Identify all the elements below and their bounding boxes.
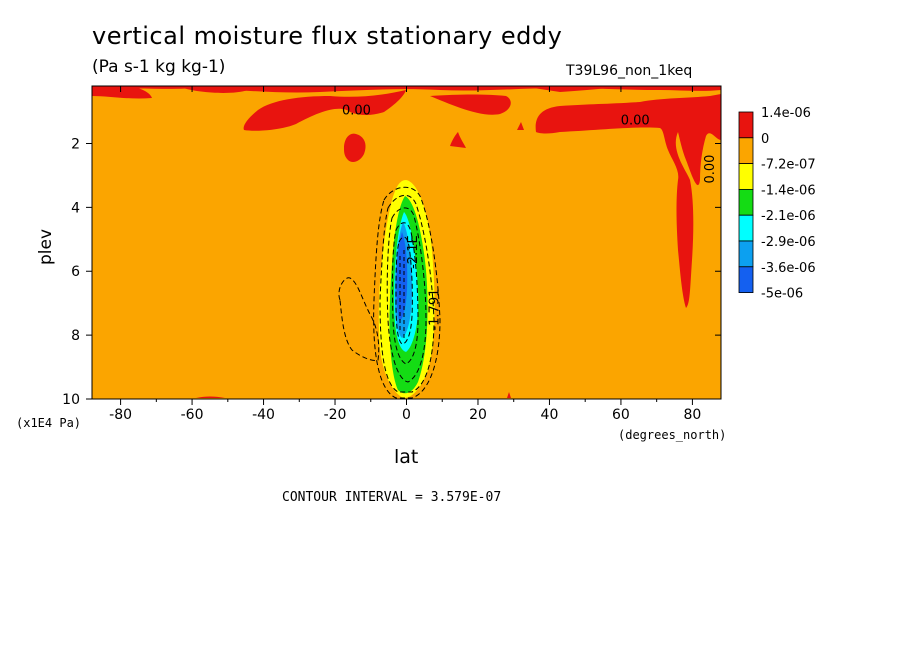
contour-interval: CONTOUR INTERVAL = 3.579E-07 [282, 490, 502, 505]
legend-swatch [738, 188, 754, 216]
positive-blob [243, 90, 406, 131]
legend-swatch [738, 111, 754, 139]
legend-label: -5e-06 [761, 287, 803, 302]
legend-swatch [738, 163, 754, 190]
chart-units: (Pa s-1 kg kg-1) [92, 57, 226, 77]
y-tick-label: 2 [71, 136, 80, 152]
x-tick-label: -60 [181, 407, 204, 423]
y-tick-label: 4 [71, 200, 80, 216]
positive-blob [535, 94, 721, 308]
legend-label: -2.9e-06 [761, 235, 816, 250]
chart-title: vertical moisture flux stationary eddy [92, 22, 563, 50]
y-axis-ticks: 2 4 6 8 10 [62, 136, 721, 408]
legend-swatch [738, 137, 754, 165]
negative-regions [378, 180, 435, 398]
contour-line [373, 186, 441, 399]
contour-line [395, 236, 413, 345]
y-tick-label: 6 [71, 264, 80, 280]
contour-line [338, 277, 380, 361]
color-legend: 1.4e-06 0 -7.2e-07 -1.4e-06 -2.1e-06 -2.9e-06… [738, 106, 816, 302]
experiment-label: T39L96_non_1keq [566, 63, 693, 79]
positive-regions [92, 86, 721, 398]
negative-region-darkblue [396, 232, 408, 321]
legend-swatch [738, 240, 754, 268]
positive-blob [196, 396, 225, 398]
x-tick-label: 20 [469, 407, 487, 423]
contour-line [379, 194, 435, 393]
legend-label: 0 [761, 132, 769, 147]
contour-lines [338, 186, 441, 399]
x-tick-label: 80 [683, 407, 701, 423]
positive-blob [92, 86, 152, 99]
x-tick-label: -80 [109, 407, 132, 423]
contour-label: 0.00 [342, 104, 371, 119]
positive-blob [507, 392, 511, 398]
positive-blob [450, 132, 466, 148]
x-tick-label: 60 [612, 407, 630, 423]
positive-blob [92, 86, 721, 93]
contour-label: 0.00 [621, 113, 650, 128]
legend-label: -3.6e-06 [761, 261, 816, 276]
y-tick-label: 8 [71, 328, 80, 344]
contour-label: 0.00 [703, 155, 718, 184]
legend-label: -1.4e-06 [761, 183, 816, 198]
legend-swatch [738, 266, 754, 293]
x-axis-unit: (degrees_north) [618, 428, 727, 442]
contour-label: -1.791 [428, 289, 443, 331]
legend-label: -7.2e-07 [761, 158, 816, 173]
x-axis-label: lat [394, 446, 419, 468]
y-axis-unit: (x1E4 Pa) [16, 416, 82, 430]
positive-blob [344, 133, 366, 162]
plot-field [92, 86, 721, 399]
legend-swatch [738, 214, 754, 242]
x-axis-ticks: -80 -60 -40 -20 0 20 40 60 80 [109, 86, 701, 423]
positive-blob [517, 122, 524, 130]
y-tick-label: 10 [62, 392, 80, 408]
x-tick-label: -40 [252, 407, 275, 423]
contour-line [386, 207, 427, 383]
x-tick-label: 0 [402, 407, 411, 423]
contour-labels: 0.00 0.00 0.00 -1.791 -2.1E [342, 104, 718, 331]
positive-blob [430, 94, 511, 115]
legend-label: 1.4e-06 [761, 106, 811, 121]
contour-label: -2.1E [406, 235, 421, 269]
legend-label: -2.1e-06 [761, 209, 816, 224]
contour-line [391, 222, 419, 365]
x-tick-label: 40 [541, 407, 559, 423]
x-tick-label: -20 [324, 407, 347, 423]
